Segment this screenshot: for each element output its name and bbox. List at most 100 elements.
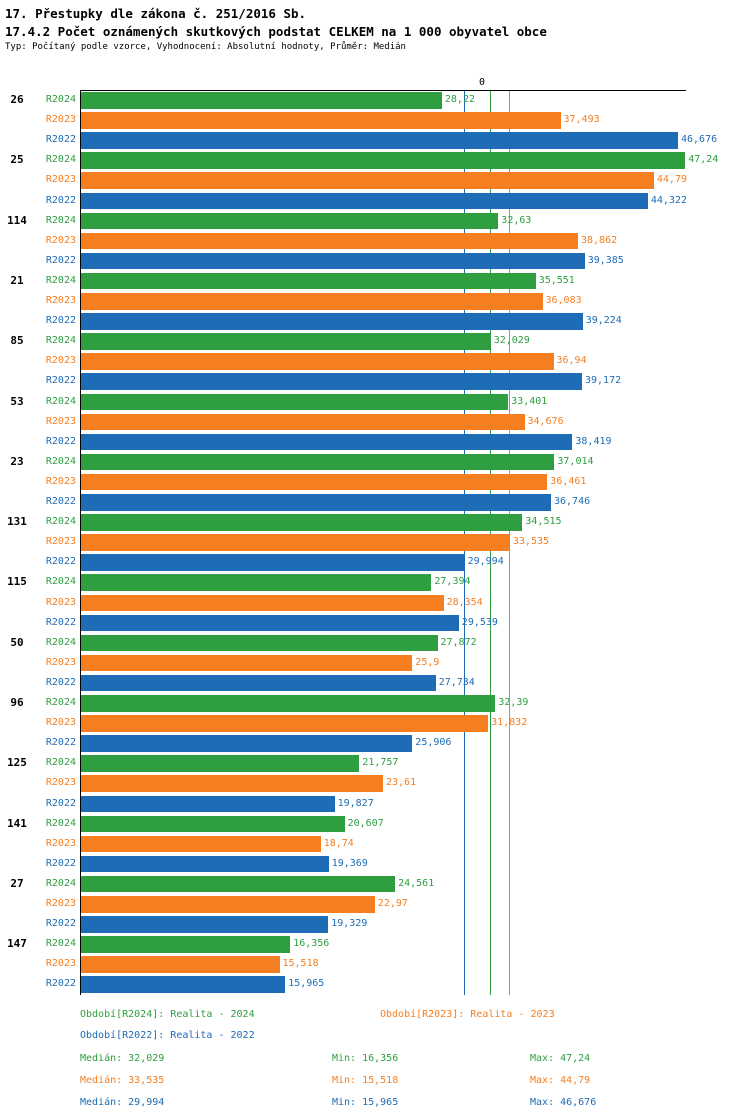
bar-r2022: [81, 554, 465, 571]
bar-r2024: [81, 453, 555, 471]
series-label-r2024: R2024: [45, 757, 76, 769]
bar-value-label-r2022: 29,539: [461, 616, 498, 628]
bar-value-label-r2024: 16,356: [293, 938, 330, 950]
bar-r2022: [81, 494, 551, 511]
bar-r2024: [81, 393, 509, 410]
bar-r2024: [81, 272, 536, 290]
bar-value-label-r2024: 35,551: [538, 274, 575, 286]
bar-value-label-r2022: 19,827: [337, 797, 374, 809]
series-label-r2022: R2022: [45, 797, 76, 809]
series-label-r2022: R2022: [45, 857, 76, 869]
bar-r2023: [81, 775, 383, 792]
bar-value-label-r2022: 39,172: [585, 375, 622, 387]
category-label: 115: [7, 575, 27, 589]
bar-r2022: [81, 192, 648, 209]
bar-value-label-r2022: 39,385: [587, 254, 624, 266]
series-label-r2022: R2022: [45, 134, 76, 146]
category-label: 141: [7, 816, 27, 830]
bar-r2023: [81, 172, 654, 189]
bar-r2024: [81, 695, 496, 712]
bar-value-label-r2024: 34,515: [525, 516, 562, 528]
bar-value-label-r2023: 33,535: [512, 536, 550, 548]
series-label-r2024: R2024: [45, 395, 76, 407]
stat-max-r2024: Max: 47,24: [530, 1053, 591, 1064]
bar-value-label-r2024: 20,607: [347, 817, 384, 829]
category-label: 147: [7, 937, 27, 951]
bar-r2024: [81, 875, 396, 893]
bar-r2022: [81, 976, 286, 993]
bar-r2022: [81, 795, 335, 812]
bar-r2022: [81, 614, 459, 632]
category-label: 131: [7, 515, 27, 529]
bar-r2022: [81, 735, 413, 752]
series-label-r2023: R2023: [45, 958, 76, 970]
bar-r2023: [81, 473, 548, 491]
stat-min-r2023: Min: 15,518: [332, 1075, 399, 1086]
bar-value-label-r2023: 15,518: [282, 958, 319, 970]
bar-value-label-r2022: 25,906: [415, 737, 452, 749]
bar-r2023: [81, 654, 413, 672]
category-label: 25: [10, 153, 24, 167]
category-label: 53: [10, 394, 24, 408]
bar-r2023: [81, 594, 444, 611]
legend-r2023: Období[R2023]: Realita - 2023: [380, 1009, 555, 1020]
bar-r2024: [81, 755, 360, 772]
bar-value-label-r2022: 36,746: [554, 496, 591, 507]
bar-value-label-r2023: 36,94: [556, 355, 587, 367]
bar-value-label-r2022: 19,369: [331, 857, 368, 869]
bar-value-label-r2023: 34,676: [527, 415, 564, 427]
bar-value-label-r2023: 38,862: [581, 234, 618, 246]
series-label-r2024: R2024: [45, 516, 76, 528]
category-label: 23: [10, 454, 24, 468]
bar-r2023: [81, 112, 561, 129]
bar-value-label-r2022: 44,322: [650, 194, 688, 206]
chart-title: 17.4.2 Počet oznámených skutkových podst…: [5, 24, 547, 39]
bar-r2022: [81, 916, 329, 933]
series-label-r2023: R2023: [45, 355, 76, 367]
series-label-r2022: R2022: [45, 435, 76, 447]
bar-r2023: [81, 353, 554, 370]
bar-value-label-r2022: 15,965: [288, 978, 325, 990]
bar-value-label-r2022: 29,994: [467, 556, 504, 568]
bar-value-label-r2023: 18,74: [323, 837, 354, 849]
stat-median-r2024: Medián: 32,029: [80, 1053, 165, 1064]
bar-value-label-r2023: 36,083: [545, 295, 582, 306]
category-label: 85: [10, 334, 24, 348]
bar-r2023: [81, 896, 375, 913]
series-label-r2022: R2022: [45, 496, 76, 507]
bar-value-label-r2023: 44,79: [656, 174, 687, 186]
series-label-r2022: R2022: [45, 978, 76, 990]
category-label: 114: [7, 213, 27, 227]
series-label-r2023: R2023: [45, 114, 76, 126]
bar-r2024: [81, 152, 686, 169]
bar-value-label-r2023: 37,493: [563, 114, 600, 126]
bar-r2024: [81, 333, 491, 350]
bar-value-label-r2022: 27,734: [438, 676, 475, 688]
bar-value-label-r2024: 27,394: [434, 576, 471, 588]
bar-r2022: [81, 373, 582, 390]
series-label-r2023: R2023: [45, 234, 76, 246]
series-label-r2023: R2023: [45, 656, 76, 668]
bar-value-label-r2023: 25,9: [415, 656, 440, 668]
bar-value-label-r2023: 31,832: [491, 717, 528, 729]
series-label-r2022: R2022: [45, 616, 76, 628]
series-label-r2023: R2023: [45, 295, 76, 306]
bar-r2023: [81, 956, 280, 973]
bar-r2023: [81, 413, 525, 431]
bar-value-label-r2024: 21,757: [362, 757, 399, 769]
series-label-r2024: R2024: [45, 214, 76, 226]
bar-r2023: [81, 232, 578, 250]
bar-value-label-r2023: 36,461: [550, 475, 587, 487]
bar-r2022: [81, 252, 585, 270]
series-label-r2023: R2023: [45, 837, 76, 849]
bar-r2023: [81, 715, 489, 732]
bar-r2023: [81, 293, 543, 310]
chart-subtitle: Typ: Počítaný podle vzorce, Vyhodnocení:…: [5, 42, 406, 52]
series-label-r2024: R2024: [45, 877, 76, 889]
bar-value-label-r2022: 46,676: [681, 134, 718, 146]
bar-value-label-r2024: 27,872: [440, 636, 477, 648]
series-label-r2024: R2024: [45, 938, 76, 950]
bar-r2022: [81, 433, 573, 451]
series-label-r2023: R2023: [45, 777, 76, 789]
